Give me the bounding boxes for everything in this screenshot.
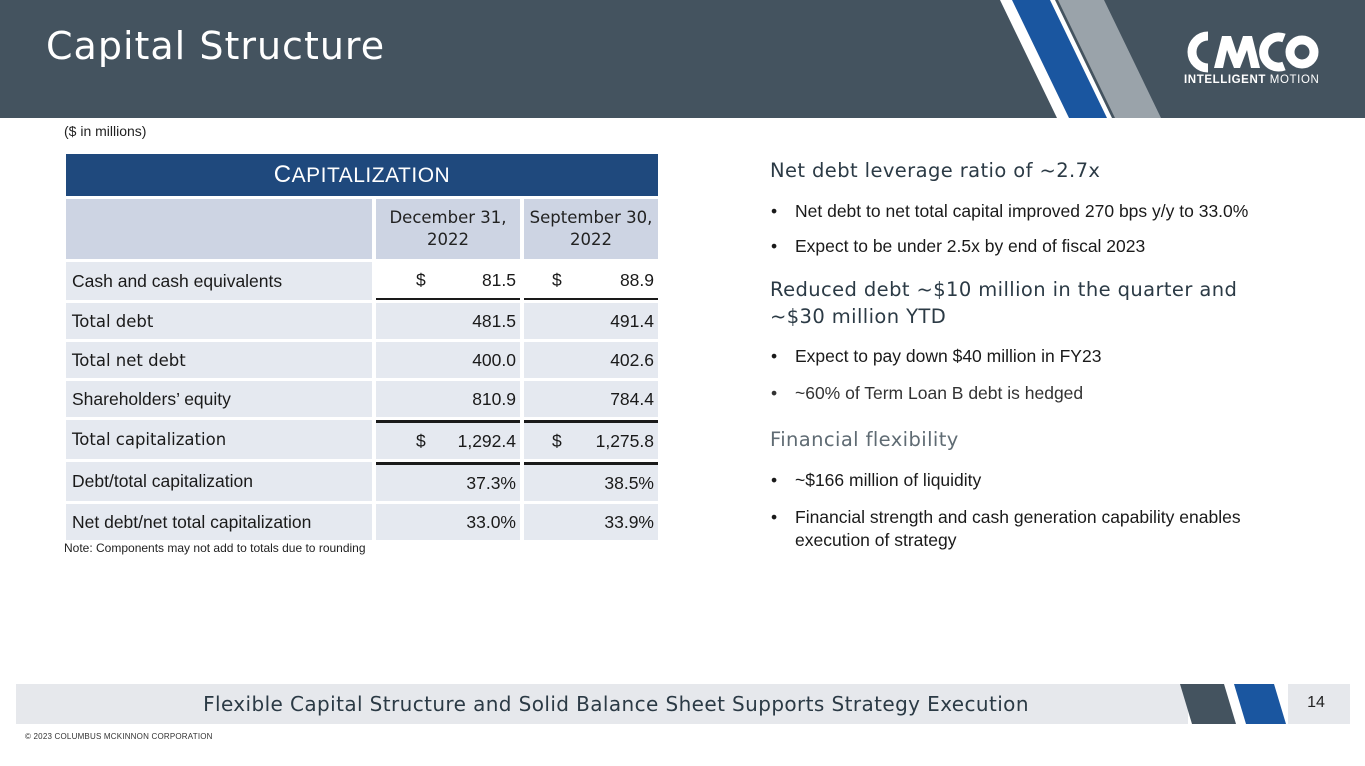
row-label: Shareholders’ equity	[66, 381, 372, 417]
row-value: 810.9	[376, 381, 520, 417]
table-row: Cash and cash equivalents $81.5 $88.9	[66, 262, 658, 300]
row-label: Total net debt	[66, 342, 372, 378]
section-heading: Reduced debt ~$10 million in the quarter…	[770, 278, 1238, 328]
row-value: 33.9%	[524, 504, 658, 540]
header-banner: Capital Structure INTELLIGENT MOTION	[0, 0, 1365, 118]
row-value: $1,292.4	[376, 420, 520, 459]
footer-tagline: Flexible Capital Structure and Solid Bal…	[203, 692, 1029, 716]
capitalization-table: CAPITALIZATION December 31, 2022 Septembe…	[62, 151, 662, 543]
bullet-list: Expect to pay down $40 million in FY23 ~…	[770, 345, 1290, 405]
row-value: 784.4	[524, 381, 658, 417]
row-value: 33.0%	[376, 504, 520, 540]
row-label: Total capitalization	[66, 420, 372, 459]
table-row: Total capitalization $1,292.4 $1,275.8	[66, 420, 658, 459]
page-number: 14	[1307, 694, 1325, 711]
footer-stripe-blue	[1234, 684, 1286, 724]
row-value: $81.5	[376, 262, 520, 300]
section-heading: Financial flexibility	[770, 428, 959, 451]
table-title: CAPITALIZATION	[66, 154, 658, 196]
row-value: 491.4	[524, 303, 658, 339]
footer-stripe-dark	[1180, 684, 1236, 724]
cmco-logo-icon	[1187, 31, 1319, 73]
page-title: Capital Structure	[46, 24, 386, 68]
row-label: Cash and cash equivalents	[66, 262, 372, 300]
footnote: Note: Components may not add to totals d…	[64, 541, 366, 555]
table-row: Shareholders’ equity 810.9 784.4	[66, 381, 658, 417]
stripe-gray	[1058, 0, 1161, 118]
bullet-item: Expect to be under 2.5x by end of fiscal…	[770, 235, 1290, 258]
footer-bar	[16, 684, 1188, 724]
row-value: $88.9	[524, 262, 658, 300]
stripe-blue	[1012, 0, 1107, 118]
row-value: 37.3%	[376, 462, 520, 501]
bullet-list: ~$166 million of liquidity Financial str…	[770, 469, 1290, 552]
table-row: Debt/total capitalization 37.3% 38.5%	[66, 462, 658, 501]
bullet-item: Net debt to net total capital improved 2…	[770, 200, 1290, 223]
row-label: Total debt	[66, 303, 372, 339]
row-value: 481.5	[376, 303, 520, 339]
bullet-item: Financial strength and cash generation c…	[770, 506, 1290, 552]
column-header-dec-2022: December 31, 2022	[376, 199, 520, 259]
table-row: Total net debt 400.0 402.6	[66, 342, 658, 378]
row-value: 38.5%	[524, 462, 658, 501]
row-value: 400.0	[376, 342, 520, 378]
highlights-panel: Net debt leverage ratio of ~2.7x Net deb…	[770, 157, 1290, 552]
header-stripes	[1000, 0, 1161, 118]
bullet-item: ~60% of Term Loan B debt is hedged	[770, 382, 1290, 405]
units-note: ($ in millions)	[64, 123, 147, 139]
row-label: Net debt/net total capitalization	[66, 504, 372, 540]
table-row: Total debt 481.5 491.4	[66, 303, 658, 339]
bullet-item: ~$166 million of liquidity	[770, 469, 1290, 492]
bullet-list: Net debt to net total capital improved 2…	[770, 200, 1290, 258]
row-value: 402.6	[524, 342, 658, 378]
column-header-sep-2022: September 30, 2022	[524, 199, 658, 259]
table-row: Net debt/net total capitalization 33.0% …	[66, 504, 658, 540]
section-heading: Net debt leverage ratio of ~2.7x	[770, 159, 1101, 182]
logo-tagline: INTELLIGENT MOTION	[1184, 74, 1320, 86]
page-number-box	[1288, 684, 1350, 724]
bullet-item: Expect to pay down $40 million in FY23	[770, 345, 1290, 368]
copyright: © 2023 COLUMBUS MCKINNON CORPORATION	[25, 732, 213, 741]
row-label: Debt/total capitalization	[66, 462, 372, 501]
company-logo: INTELLIGENT MOTION	[1184, 30, 1324, 86]
footer-stripes	[1180, 684, 1286, 724]
row-value: $1,275.8	[524, 420, 658, 459]
header-blank	[66, 199, 372, 259]
